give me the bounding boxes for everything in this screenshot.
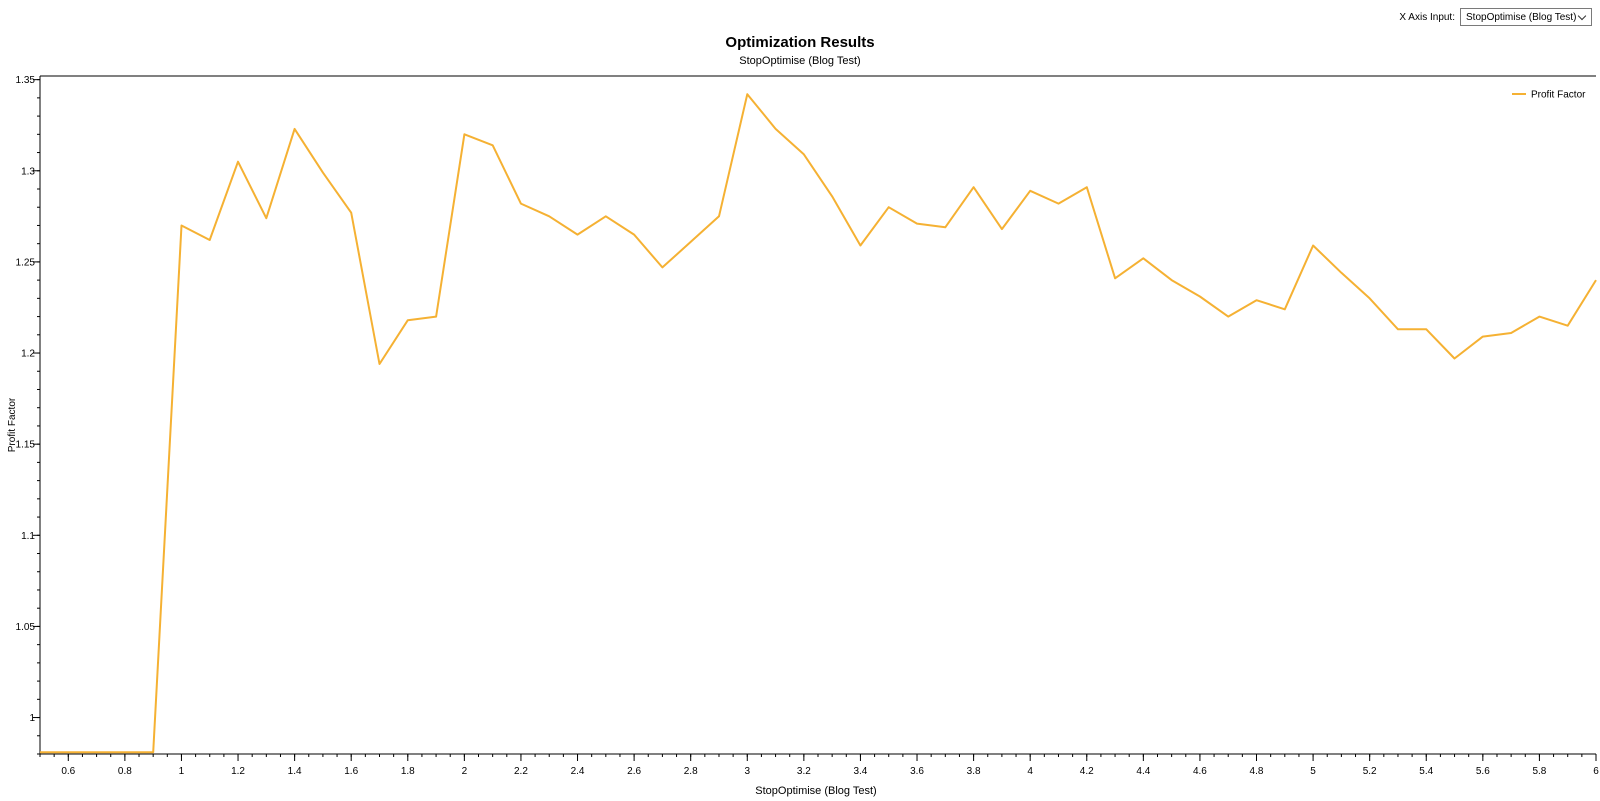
x-axis-input-select[interactable]: StopOptimise (Blog Test) [1460, 8, 1592, 26]
y-axis-title: Profit Factor [7, 397, 18, 452]
y-tick-label: 1.25 [16, 257, 36, 268]
x-tick-label: 3.4 [853, 766, 867, 777]
chart-subtitle: StopOptimise (Blog Test) [739, 55, 861, 67]
x-tick-label: 3.2 [797, 766, 811, 777]
x-axis-input-label: X Axis Input: [1399, 11, 1455, 23]
x-tick-label: 2.8 [684, 766, 698, 777]
chart-title: Optimization Results [725, 34, 875, 51]
y-tick-label: 1.15 [16, 440, 36, 451]
x-tick-label: 3.8 [967, 766, 981, 777]
x-tick-label: 4.8 [1250, 766, 1264, 777]
x-tick-label: 4.4 [1136, 766, 1150, 777]
x-tick-label: 1.8 [401, 766, 415, 777]
y-tick-label: 1.05 [16, 622, 36, 633]
x-tick-label: 5.2 [1363, 766, 1377, 777]
y-tick-label: 1.1 [21, 531, 35, 542]
legend: Profit Factor [1512, 90, 1586, 101]
axes: 0.6 0.8 1 1.2 1.4 1.6 1.8 2 2.2 2.4 2.6 2.8 3 3.2 3.4 3… [16, 75, 1600, 777]
y-tick-label: 1.3 [21, 166, 35, 177]
x-tick-label: 4 [1027, 766, 1033, 777]
x-tick-label: 2 [462, 766, 468, 777]
x-tick-label: 5 [1310, 766, 1316, 777]
x-tick-label: 1.4 [288, 766, 302, 777]
x-tick-label: 2.2 [514, 766, 528, 777]
x-tick-label: 5.8 [1532, 766, 1546, 777]
x-tick-label: 6 [1593, 766, 1599, 777]
x-tick-label: 0.6 [61, 766, 75, 777]
y-tick-label: 1.35 [16, 75, 36, 86]
x-tick-label: 1.6 [344, 766, 358, 777]
x-tick-label: 4.2 [1080, 766, 1094, 777]
x-tick-label: 1 [179, 766, 185, 777]
x-tick-label: 5.4 [1419, 766, 1433, 777]
legend-label: Profit Factor [1531, 90, 1586, 101]
x-tick-label: 4.6 [1193, 766, 1207, 777]
x-axis-input-bar: X Axis Input: StopOptimise (Blog Test) [1399, 8, 1592, 26]
x-tick-label: 5.6 [1476, 766, 1490, 777]
x-tick-label: 2.4 [571, 766, 585, 777]
x-tick-label: 1.2 [231, 766, 245, 777]
series-layer [40, 93, 1597, 754]
x-tick-label: 2.6 [627, 766, 641, 777]
x-tick-label: 3 [744, 766, 750, 777]
x-axis-input-value: StopOptimise (Blog Test) [1466, 11, 1577, 23]
y-tick-label: 1.2 [21, 349, 35, 360]
series-line-profit-factor [40, 93, 1597, 754]
x-axis-title: StopOptimise (Blog Test) [755, 785, 876, 797]
x-tick-label: 3.6 [910, 766, 924, 777]
x-tick-label: 0.8 [118, 766, 132, 777]
y-tick-label: 1 [29, 713, 35, 724]
